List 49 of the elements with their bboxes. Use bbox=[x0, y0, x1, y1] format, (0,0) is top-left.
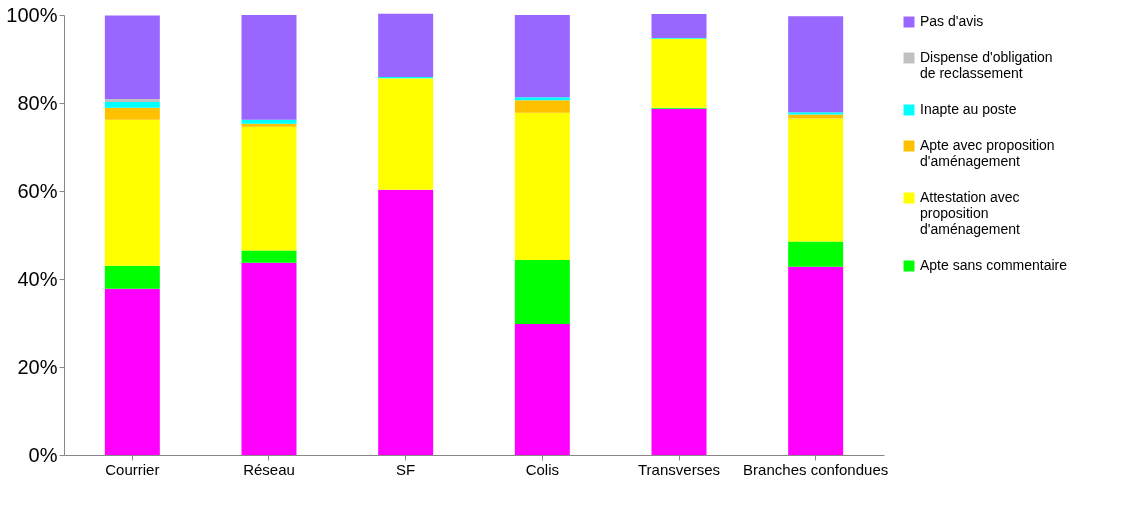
legend-label: Attestation avec proposition d'aménagement bbox=[920, 189, 1021, 237]
bar bbox=[378, 189, 434, 455]
bar bbox=[788, 16, 844, 113]
bar bbox=[104, 265, 160, 289]
bar bbox=[378, 78, 434, 190]
x-tick-label: Transverses bbox=[638, 460, 720, 478]
bar bbox=[651, 14, 707, 38]
bar bbox=[241, 15, 297, 120]
bar bbox=[788, 112, 844, 115]
bar bbox=[788, 118, 844, 242]
legend-label: Dispense d'obligation de reclassement bbox=[920, 49, 1053, 81]
bar bbox=[104, 15, 160, 100]
bar bbox=[104, 99, 160, 103]
legend-label: Apte avec proposition d'aménagement bbox=[920, 137, 1055, 169]
bar bbox=[788, 114, 844, 119]
bar bbox=[651, 108, 707, 455]
x-tick-label: SF bbox=[396, 460, 416, 478]
x-tick-label: Courrier bbox=[105, 460, 160, 478]
bar bbox=[104, 107, 160, 120]
y-tick-label: 20% bbox=[17, 355, 58, 378]
bar bbox=[514, 112, 570, 261]
y-tick-label: 80% bbox=[17, 91, 58, 114]
bar bbox=[788, 266, 844, 455]
bar bbox=[378, 13, 434, 78]
y-tick-label: 0% bbox=[28, 443, 58, 466]
bar bbox=[241, 126, 297, 251]
bar bbox=[241, 250, 297, 263]
bar bbox=[514, 97, 570, 101]
bar bbox=[104, 288, 160, 455]
bar bbox=[788, 241, 844, 267]
y-tick-label: 60% bbox=[17, 179, 58, 202]
y-tick-label: 40% bbox=[17, 267, 58, 290]
x-tick-label: Réseau bbox=[243, 460, 295, 478]
legend-label: Inapte au poste bbox=[920, 101, 1017, 117]
bar bbox=[241, 123, 297, 127]
bar bbox=[104, 119, 160, 266]
x-tick-label: Branches confondues bbox=[743, 460, 889, 478]
x-tick-label: Colis bbox=[525, 460, 560, 478]
bar bbox=[241, 262, 297, 455]
legend-label: Pas d'avis bbox=[920, 13, 984, 29]
legend-label: Apte sans commentaire bbox=[920, 257, 1068, 273]
y-tick-label: 100% bbox=[6, 3, 58, 26]
bar bbox=[514, 260, 570, 324]
bar bbox=[241, 119, 297, 124]
bar bbox=[104, 102, 160, 108]
bar bbox=[651, 38, 707, 108]
bar bbox=[514, 323, 570, 455]
bar bbox=[514, 15, 570, 98]
bar bbox=[514, 100, 570, 113]
